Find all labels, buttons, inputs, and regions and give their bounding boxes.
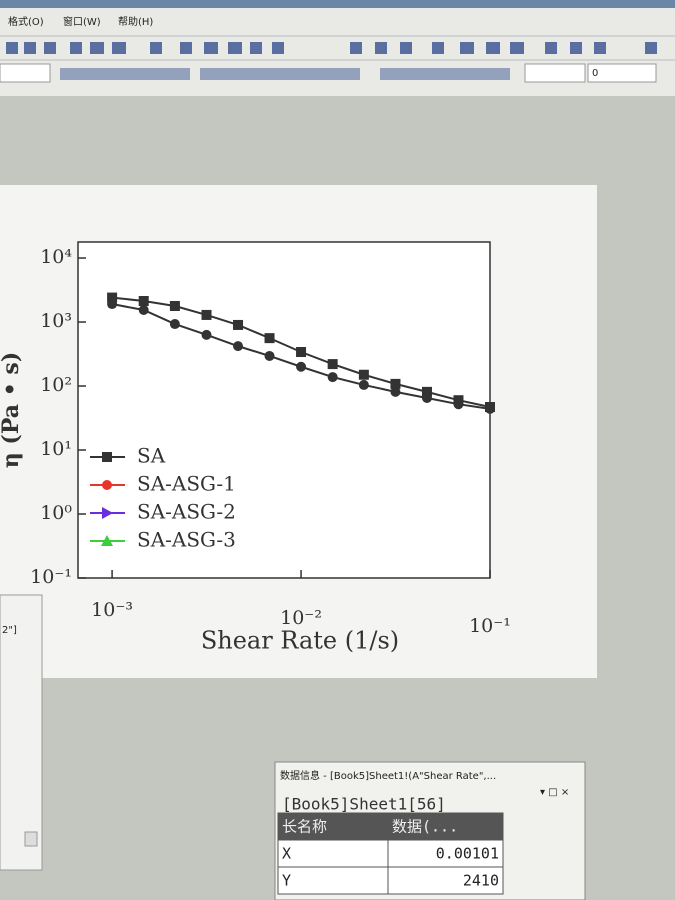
title-bar [0,0,675,8]
legend-label: SA-ASG-2 [137,500,236,524]
y-tick-label: 10¹ [40,438,72,460]
size-box[interactable] [587,63,657,83]
data-point [201,309,212,320]
x-tick-label: 10⁻³ [91,599,133,621]
data-info-subtitle: [Book5]Sheet1[56] [282,795,446,814]
data-point [296,361,307,372]
data-point [233,319,244,330]
y-tick-label: 10³ [40,310,72,332]
legend-label: SA [137,444,166,468]
table-cell [277,866,389,895]
data-point [327,372,338,383]
scrollbar[interactable] [24,831,38,847]
data-point [264,350,275,361]
table-text: 2410 [463,872,499,890]
table-cell [387,866,504,895]
data-info-title: 数据信息 - [Book5]Sheet1!(A"Shear Rate",... [280,769,496,782]
menu-item[interactable]: 窗口(W) [63,15,101,28]
menu-item[interactable]: 帮助(H) [118,15,153,28]
line-width-box[interactable] [524,63,586,83]
table-text: X [282,845,291,863]
data-point [169,319,180,330]
data-point [421,392,432,403]
data-point [421,386,432,397]
data-point [358,379,369,390]
table-cell [277,839,389,868]
table-text: 0.00101 [436,845,499,863]
y-tick-label: 10⁰ [40,502,72,524]
y-axis-label: η (Pa • s) [0,352,24,468]
y-tick-label: 10⁻¹ [30,566,72,588]
data-point [327,359,338,370]
menu-item[interactable]: 格式(O) [8,15,44,28]
legend-marker [101,535,113,546]
data-point [201,329,212,340]
data-point [358,369,369,380]
data-point [107,299,118,310]
toolbar-icons[interactable] [6,42,657,80]
table-cell [277,812,389,841]
table-cell [387,812,504,841]
data-point [264,333,275,344]
font-box[interactable] [0,63,51,83]
y-tick-label: 10² [40,374,72,396]
legend-marker [102,452,112,462]
data-point [453,399,464,410]
y-tick-label: 10⁴ [40,246,72,268]
table-text: 数据(... [392,818,458,836]
data-point [107,292,118,303]
legend-marker [102,507,113,519]
data-point [169,300,180,311]
data-point [390,386,401,397]
legend-marker [102,480,112,490]
data-point [233,341,244,352]
x-tick-label: 10⁻² [280,607,322,629]
size-box-value: 0 [592,68,598,79]
legend-label: SA-ASG-3 [137,528,236,552]
side-panel-text: 2"] [2,625,17,636]
table-text: 长名称 [282,818,327,836]
table-text: Y [282,872,291,890]
data-point [138,305,149,316]
panel-controls[interactable]: ▾ □ × [540,787,569,798]
legend-label: SA-ASG-1 [137,472,236,496]
data-point [138,296,149,307]
table-cell [387,839,504,868]
x-tick-label: 10⁻¹ [469,615,511,637]
data-point [296,347,307,358]
data-info-table: 长名称 数据(... X 0.00101 Y 2410 [277,812,504,895]
side-panel [0,594,43,871]
data-point [485,403,495,414]
x-axis-label: Shear Rate (1/s) [201,627,399,655]
data-point [390,378,401,389]
